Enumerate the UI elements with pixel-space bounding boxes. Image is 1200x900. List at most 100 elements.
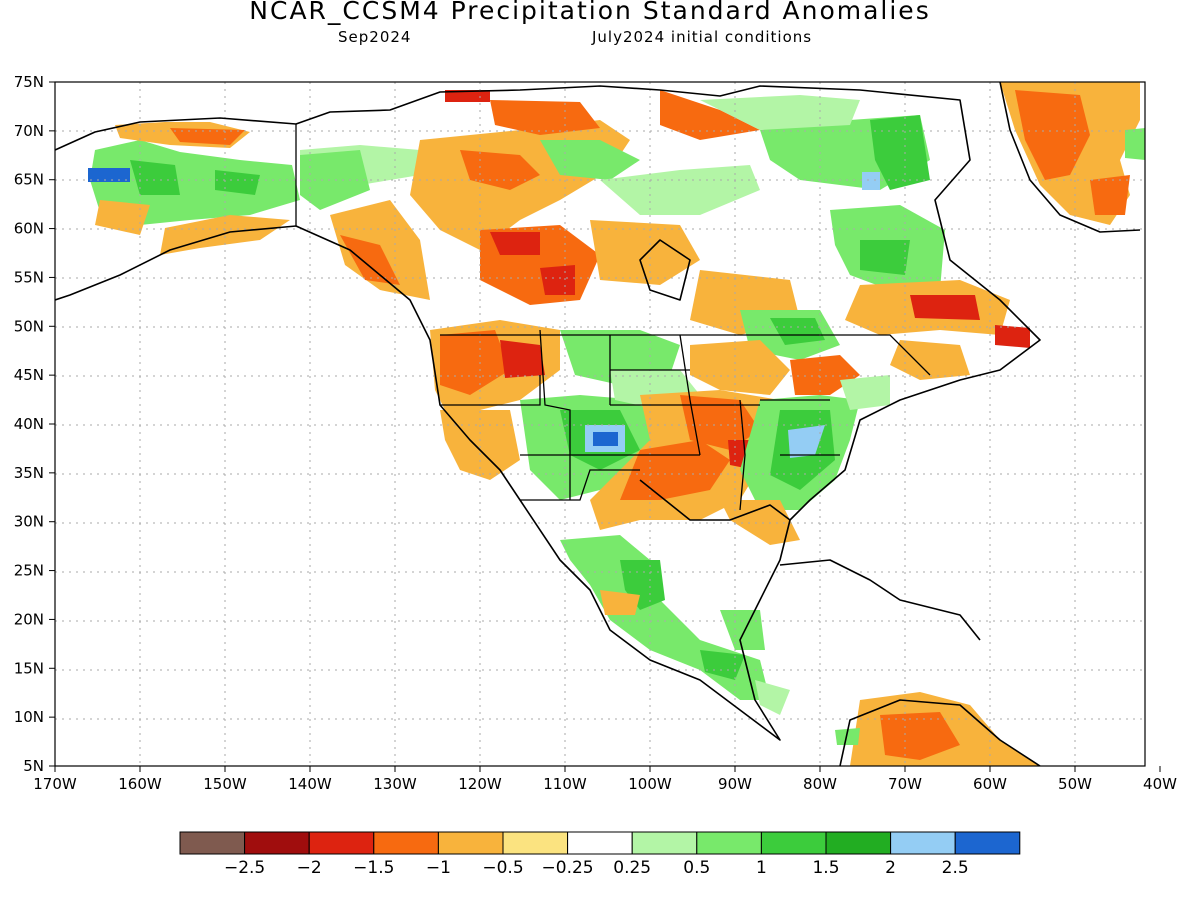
- anomaly-region: [660, 90, 760, 140]
- colorbar-label: 0.5: [683, 858, 710, 878]
- colorbar-label: −2.5: [224, 858, 265, 878]
- anomaly-region: [445, 90, 490, 102]
- colorbar-swatch: [696, 831, 762, 855]
- lat-tick-label: 55N: [14, 268, 44, 286]
- lon-tick-label: 150W: [203, 775, 247, 793]
- lon-tick-label: 110W: [543, 775, 587, 793]
- colorbar-label: 0.25: [613, 858, 651, 878]
- anomaly-region: [690, 340, 790, 395]
- lat-tick-label: 60N: [14, 220, 44, 238]
- lon-tick-label: 140W: [288, 775, 332, 793]
- lat-tick-label: 15N: [14, 659, 44, 677]
- anomaly-region: [720, 500, 800, 545]
- lat-tick-label: 45N: [14, 366, 44, 384]
- anomaly-region: [170, 128, 245, 145]
- anomaly-region: [1125, 128, 1145, 160]
- anomaly-region: [835, 728, 860, 745]
- lon-tick-label: 130W: [373, 775, 417, 793]
- colorbar-swatch: [502, 831, 569, 855]
- anomaly-region: [890, 340, 970, 380]
- lat-tick-label: 70N: [14, 122, 44, 140]
- lat-tick-label: 25N: [14, 562, 44, 580]
- colorbar-label: −0.25: [542, 858, 594, 878]
- lon-tick-label: 170W: [33, 775, 77, 793]
- colorbar-swatch: [179, 831, 246, 855]
- colorbar-swatch: [437, 831, 504, 855]
- colorbar-label: −0.5: [482, 858, 523, 878]
- anomaly-region: [680, 395, 760, 450]
- colorbar-swatch: [308, 831, 375, 855]
- colorbar-swatch: [631, 831, 698, 855]
- anomaly-region: [870, 115, 930, 190]
- lat-tick-label: 30N: [14, 513, 44, 531]
- anomaly-region: [590, 220, 700, 285]
- anomaly-region: [600, 590, 640, 615]
- latitude-ticks: 75N 70N 65N 60N 55N 50N 45N 40N 35N 30N 25N 20N 15N 1…: [14, 73, 55, 775]
- lat-tick-label: 40N: [14, 415, 44, 433]
- colorbar-swatch: [890, 831, 956, 855]
- colorbar-swatch: [825, 831, 892, 855]
- forecast-month: Sep2024: [338, 28, 412, 46]
- anomaly-region: [860, 240, 910, 275]
- anomaly-region: [88, 168, 130, 182]
- lat-tick-label: 35N: [14, 464, 44, 482]
- lon-tick-label: 120W: [458, 775, 502, 793]
- anomaly-region: [840, 375, 890, 410]
- lon-tick-label: 80W: [803, 775, 837, 793]
- lon-tick-label: 70W: [888, 775, 922, 793]
- anomaly-region: [130, 160, 180, 195]
- anomaly-region: [540, 265, 575, 295]
- colorbar-label: 2.5: [942, 858, 969, 878]
- lat-tick-label: 5N: [23, 757, 44, 775]
- anomaly-region: [490, 232, 540, 255]
- colorbar-label: 1.5: [812, 858, 839, 878]
- anomaly-region: [160, 215, 290, 255]
- anomaly-region: [440, 330, 510, 395]
- lat-tick-label: 20N: [14, 610, 44, 628]
- initial-conditions: July2024 initial conditions: [592, 28, 813, 46]
- anomaly-region: [215, 170, 260, 195]
- anomaly-region: [340, 235, 400, 285]
- lon-tick-label: 60W: [973, 775, 1007, 793]
- colorbar-swatch: [373, 831, 439, 855]
- anomaly-region: [910, 295, 980, 320]
- anomaly-region: [1090, 175, 1130, 215]
- colorbar-label: −1: [426, 858, 451, 878]
- map-grid: [55, 82, 1145, 766]
- anomaly-region: [880, 712, 960, 760]
- lon-tick-label: 40W: [1143, 775, 1177, 793]
- anomaly-region: [593, 432, 618, 446]
- lat-tick-label: 75N: [14, 73, 44, 91]
- anomaly-region: [700, 650, 745, 680]
- longitude-ticks: 170W 160W 150W 140W 130W 120W 110W 100W 90W 80W 70…: [33, 766, 1177, 793]
- map-title: NCAR_CCSM4 Precipitation Standard Anomal…: [249, 0, 931, 25]
- anomaly-region: [90, 140, 300, 225]
- anomaly-region: [540, 140, 640, 180]
- anomaly-region: [1015, 90, 1090, 180]
- lon-tick-label: 100W: [628, 775, 672, 793]
- anomaly-region: [490, 100, 600, 135]
- coastlines: [55, 82, 1141, 766]
- colorbar-swatch: [760, 831, 827, 855]
- political-borders: [295, 124, 931, 511]
- colorbar-label: 1: [756, 858, 767, 878]
- lat-tick-label: 50N: [14, 317, 44, 335]
- lat-tick-label: 10N: [14, 708, 44, 726]
- colorbar: −2.5 −2 −1.5 −1 −0.5 −0.25 0.25 0.5 1 1.5 2 2.5: [179, 831, 1021, 878]
- anomaly-field: [55, 82, 1145, 766]
- anomaly-region: [788, 425, 825, 458]
- anomaly-region: [862, 172, 880, 190]
- colorbar-swatch: [244, 831, 310, 855]
- anomaly-region: [95, 200, 150, 235]
- colorbar-label: −2: [297, 858, 322, 878]
- lon-tick-label: 160W: [118, 775, 162, 793]
- lat-tick-label: 65N: [14, 171, 44, 189]
- lon-tick-label: 90W: [718, 775, 752, 793]
- anomaly-region: [755, 680, 790, 715]
- colorbar-label: 2: [885, 858, 896, 878]
- lon-tick-label: 50W: [1058, 775, 1092, 793]
- anomaly-region: [770, 318, 825, 345]
- colorbar-label: −1.5: [353, 858, 394, 878]
- anomaly-region: [720, 610, 765, 650]
